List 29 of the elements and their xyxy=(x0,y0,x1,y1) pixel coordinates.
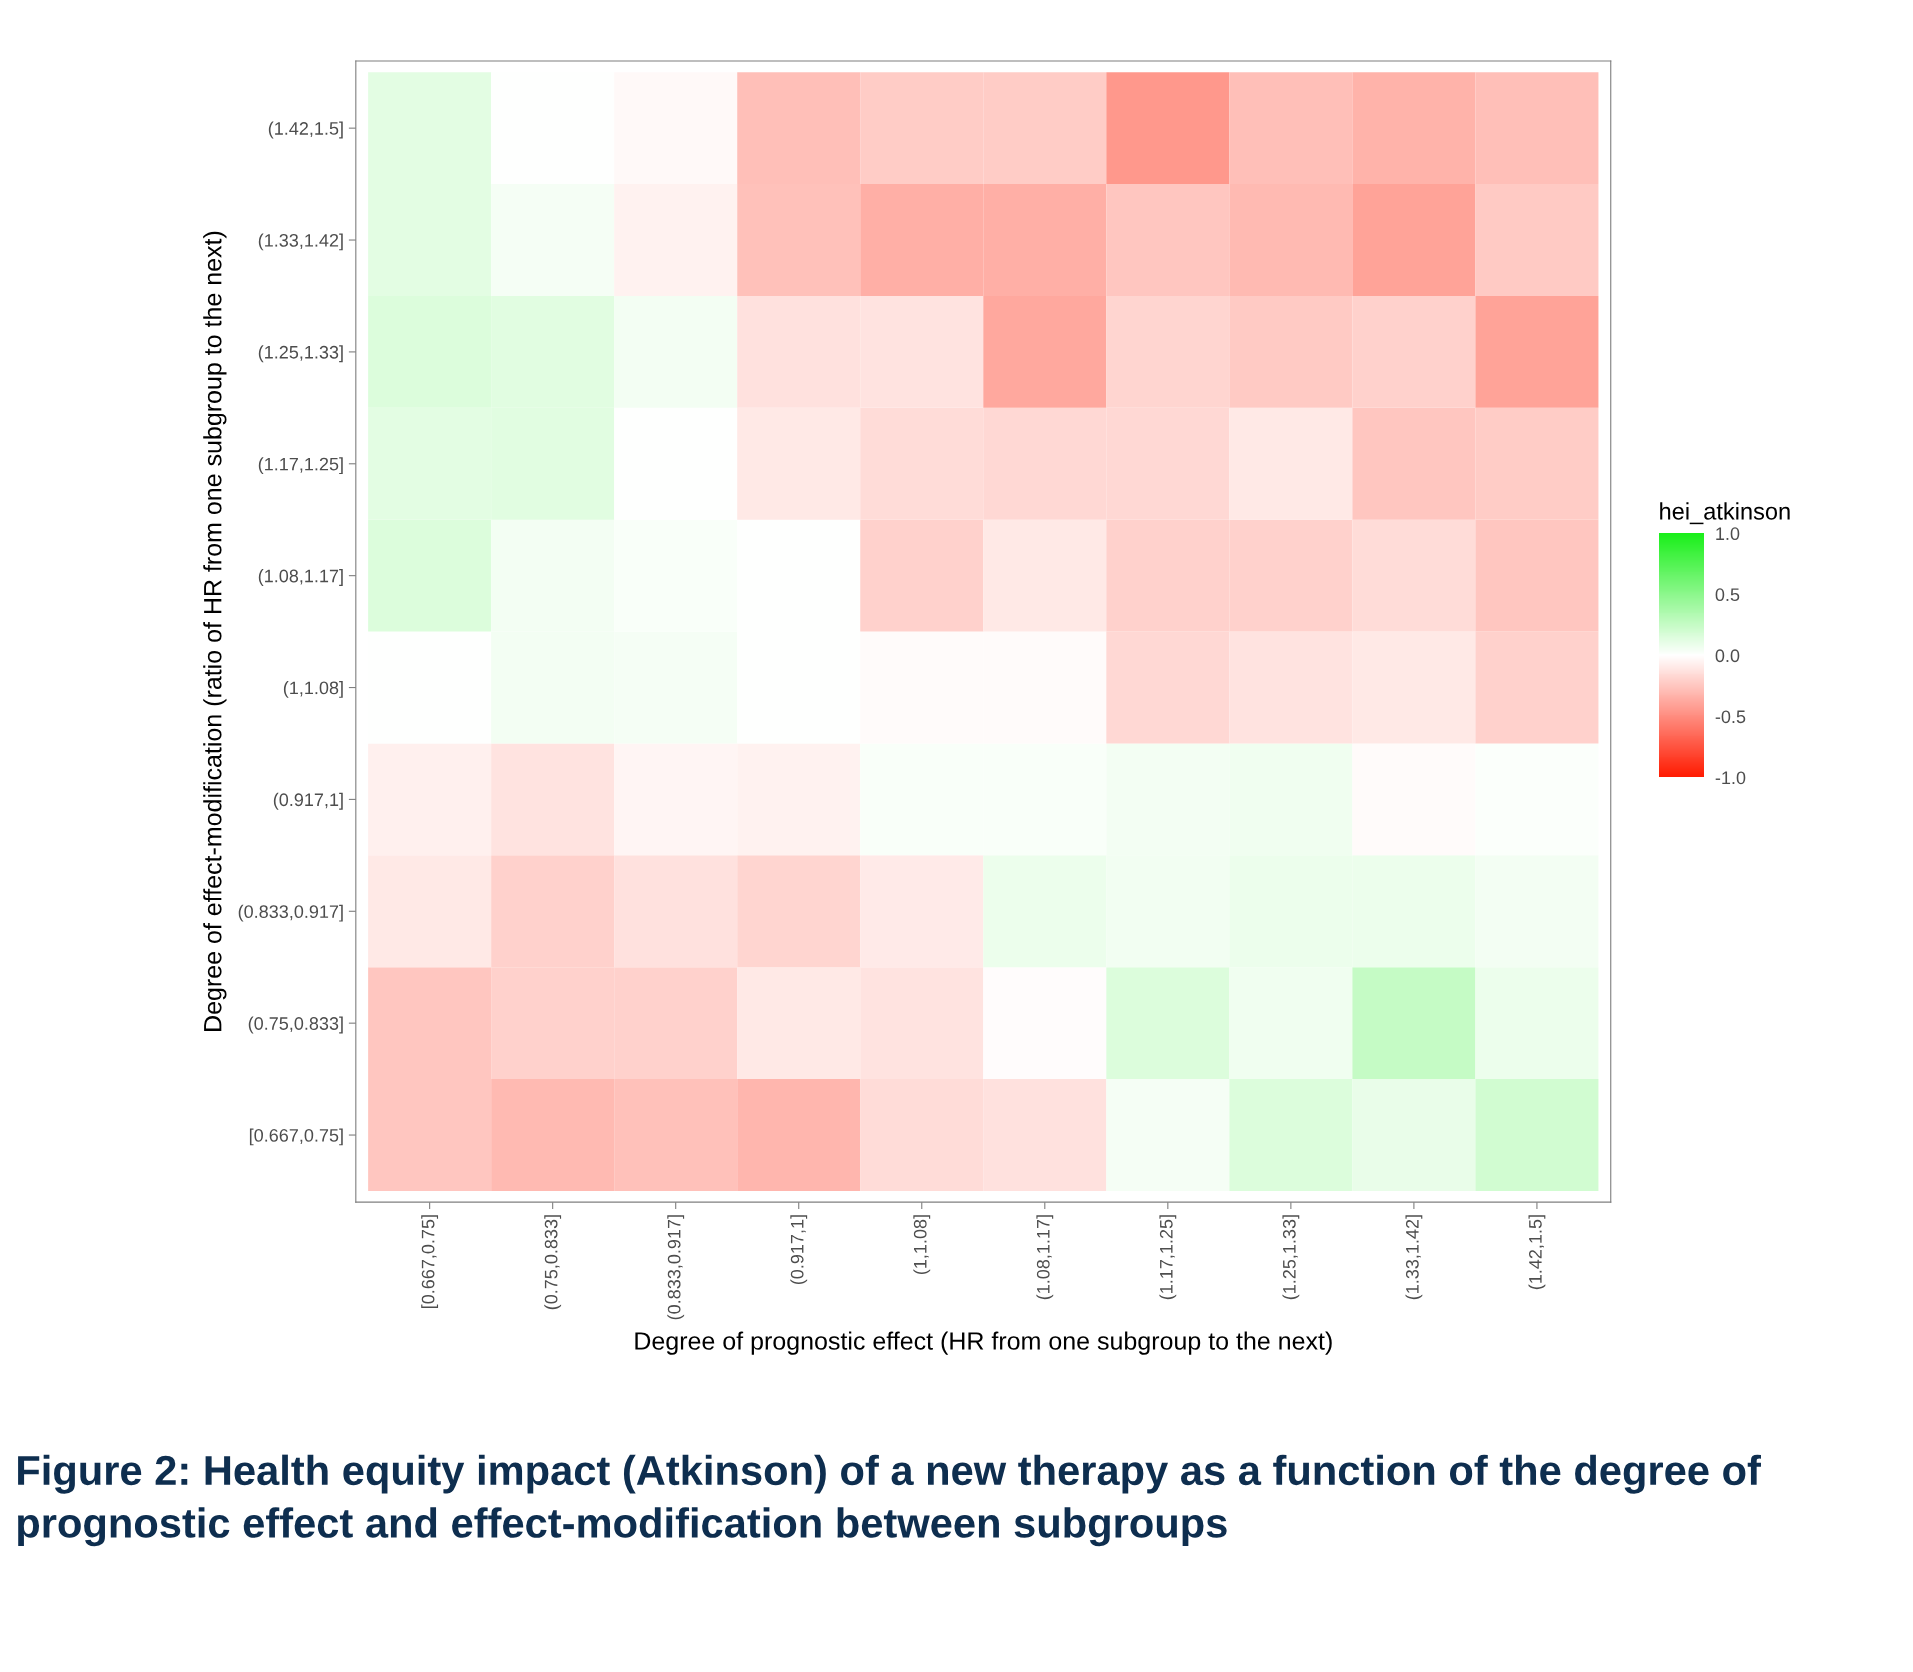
y-tick-label: (1.25,1.33] xyxy=(258,345,343,363)
x-axis-title: Degree of prognostic effect (HR from one subgroup to the next) xyxy=(635,1331,1332,1355)
y-tick-label: (1.08,1.17] xyxy=(258,569,343,586)
color-bar-title: hei_atkinson xyxy=(1660,502,1790,525)
x-tick-label: (1.25,1.33] xyxy=(1282,1215,1300,1300)
x-tick-label: (1.42,1.5] xyxy=(1528,1215,1546,1290)
x-tick-label: (1.33,1.42] xyxy=(1405,1215,1423,1300)
color-bar-label: 0.5 xyxy=(1715,588,1740,602)
y-tick-label: [0.667,0.75] xyxy=(249,1128,343,1146)
color-bar-label: 1.0 xyxy=(1716,527,1740,541)
x-tick-label: (1.17,1.25] xyxy=(1159,1215,1177,1300)
y-tick-label: (1.33,1.42] xyxy=(258,233,343,251)
x-tick-label: [0.667,0.75] xyxy=(421,1215,439,1309)
caption: Figure 2: Health equity impact (Atkinson) of a new therapy as a function of the degree of prognostic effect and effect-modification between subgroups xyxy=(18,1454,1761,1547)
y-tick-label: (1.42,1.5] xyxy=(268,121,343,139)
x-tick-label: (1.08,1.17] xyxy=(1036,1215,1054,1300)
x-tick-label: (0.833,0.917] xyxy=(667,1215,685,1320)
x-tick-label: (1,1.08] xyxy=(913,1215,931,1275)
color-bar-label: -1.0 xyxy=(1715,771,1746,785)
y-tick-label: (0.75,0.833] xyxy=(248,1016,343,1034)
x-tick-label: (0.917,1] xyxy=(790,1215,808,1285)
y-tick-label: (0.917,1] xyxy=(273,792,343,810)
y-tick-label: (1.17,1.25] xyxy=(258,457,343,475)
color-bar-label: 0.0 xyxy=(1715,649,1740,663)
y-tick-label: (0.833,0.917] xyxy=(238,904,343,922)
x-tick-label: (0.75,0.833] xyxy=(544,1215,562,1310)
y-tick-label: (1,1.08] xyxy=(283,680,343,698)
color-bar-label: -0.5 xyxy=(1715,710,1746,724)
y-axis-title: Degree of effect-modification (ratio of HR from one subgroup to the next) xyxy=(203,231,227,1031)
